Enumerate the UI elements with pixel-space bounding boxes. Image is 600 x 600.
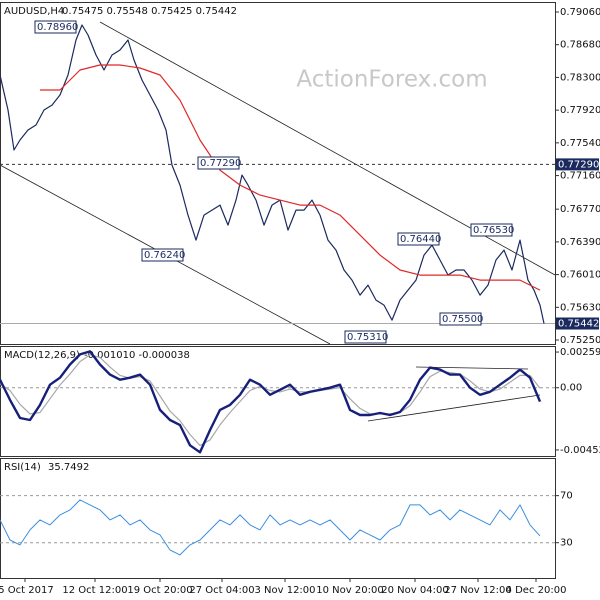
panel-title: AUDUSD,H4	[4, 6, 64, 17]
y-tick-label: 70	[560, 491, 573, 502]
annotation-box	[197, 156, 240, 170]
panel-title: RSI(14)	[4, 462, 41, 473]
y-tick-label: 0.78680	[560, 40, 600, 51]
y-tick-label: 0.79060	[560, 7, 600, 18]
series-line	[0, 350, 542, 454]
x-tick-label: 12 Oct 12:00	[62, 585, 127, 596]
panel-values: 0.75475 0.75548 0.75425 0.75442	[62, 6, 237, 17]
annotation: 0.76530	[473, 225, 514, 236]
annotation: 0.76240	[144, 250, 185, 261]
x-tick-label: 4 Dec 20:00	[506, 585, 567, 596]
series-line	[40, 64, 541, 291]
x-tick-label: 27 Oct 04:00	[189, 585, 254, 596]
y-tick-label: 0.00	[560, 383, 582, 394]
panel-frame	[0, 458, 556, 579]
panel-frame	[0, 346, 556, 457]
x-tick-label: 20 Nov 04:00	[381, 585, 448, 596]
x-tick-label: 3 Nov 12:00	[254, 585, 315, 596]
y-tick-label: 0.77160	[560, 171, 600, 182]
panel-title: MACD(12,26,9)	[4, 350, 80, 361]
annotation: 0.78960	[37, 22, 78, 33]
annotation: 0.75310	[347, 332, 388, 343]
macd-trendline-bottom	[367, 394, 541, 422]
y-tick-label: 0.76010	[560, 270, 600, 281]
panel-frame	[0, 2, 556, 345]
series-line	[0, 24, 545, 324]
price-tag-label: 0.75442	[558, 319, 599, 330]
x-tick-label: 27 Nov 12:00	[444, 585, 511, 596]
series-line	[0, 354, 541, 447]
x-tick-label: 19 Oct 20:00	[127, 585, 192, 596]
price-tag-label: 0.77290	[558, 159, 599, 170]
y-tick-label: 0.002595	[560, 347, 600, 358]
watermark: ActionForex.com	[296, 67, 487, 93]
x-tick-label: 10 Nov 20:00	[316, 585, 383, 596]
y-tick-label: 0.75630	[560, 302, 600, 313]
annotation-box	[439, 312, 482, 326]
y-tick-label: 0.77920	[560, 105, 600, 116]
panel-values: -0.001010 -0.000038	[84, 350, 190, 361]
y-tick-label: 30	[560, 538, 573, 549]
x-tick-label: 5 Oct 2017	[0, 585, 54, 596]
annotation-box	[34, 20, 77, 34]
y-tick-label: -0.004522	[560, 445, 600, 456]
annotation-box	[470, 223, 513, 237]
y-tick-label: 0.75250	[560, 335, 600, 346]
y-tick-label: 0.76770	[560, 204, 600, 215]
y-tick-label: 0.76390	[560, 237, 600, 248]
y-tick-label: 0.78300	[560, 72, 600, 83]
annotation: 0.76440	[400, 234, 441, 245]
price-tag	[556, 158, 599, 171]
panel-values: 35.7492	[48, 462, 89, 473]
annotation-box	[397, 232, 440, 246]
annotation-box	[344, 330, 387, 344]
annotation-box	[141, 248, 184, 262]
annotation: 0.75500	[442, 314, 483, 325]
series-line	[0, 499, 541, 556]
y-tick-label: 0.77540	[560, 138, 600, 149]
price-tag	[556, 317, 599, 330]
annotation: 0.77290	[200, 158, 241, 169]
